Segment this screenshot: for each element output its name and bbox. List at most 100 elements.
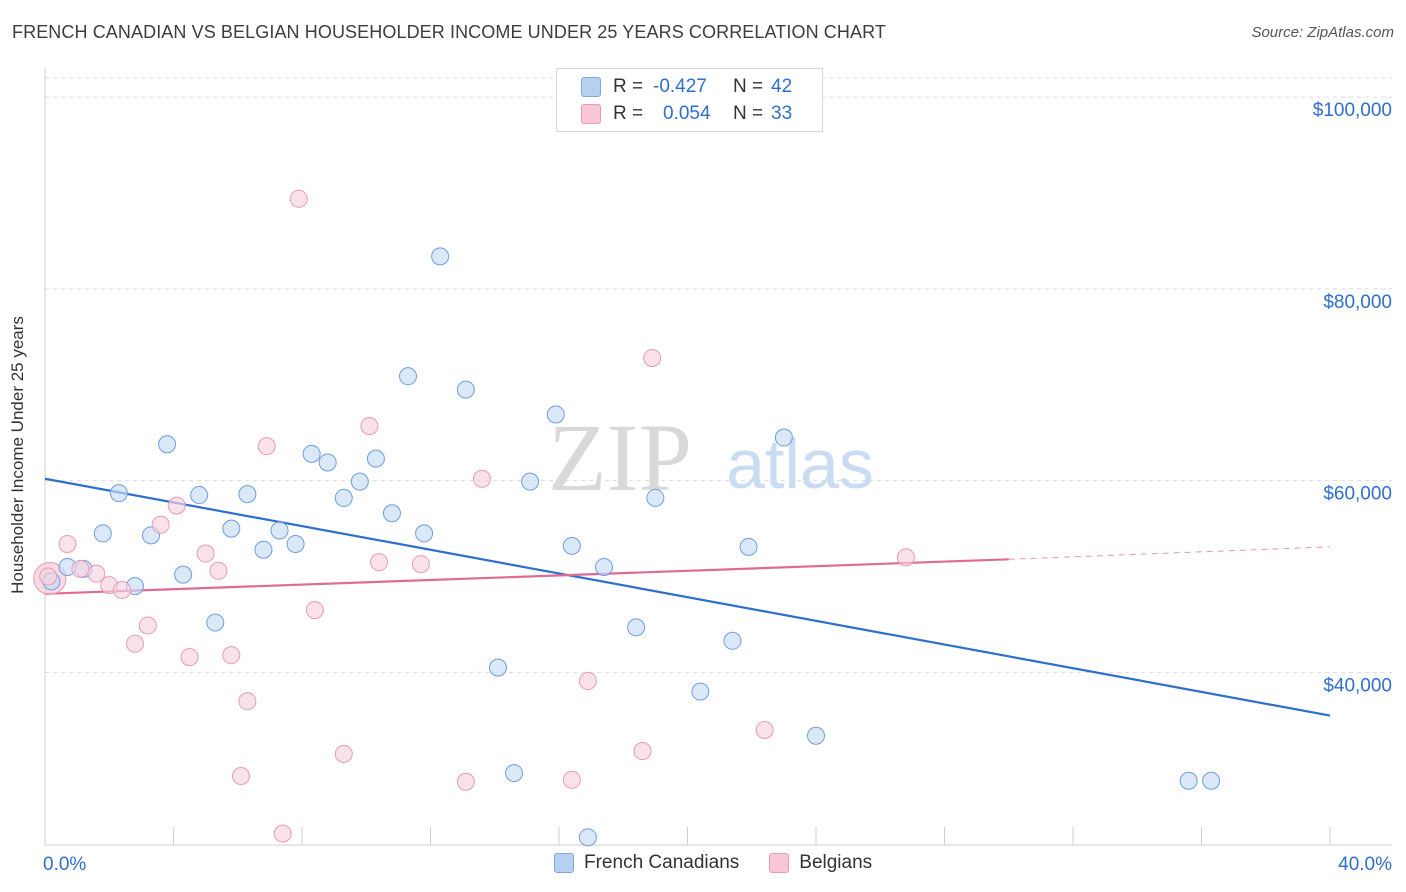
point-french-canadians: [807, 726, 825, 745]
point-belgians: [138, 616, 157, 635]
watermark-atlas: atlas: [726, 425, 874, 503]
point-french-canadians: [562, 536, 581, 555]
point-belgians: [562, 770, 581, 789]
point-french-canadians: [109, 484, 128, 503]
point-belgians: [238, 692, 257, 711]
point-french-canadians: [1179, 771, 1198, 790]
point-french-canadians: [382, 504, 401, 523]
n-label: N =: [733, 103, 764, 124]
point-french-canadians: [366, 449, 385, 468]
point-belgians: [231, 766, 250, 785]
legend-item-french-canadians[interactable]: French Canadians: [554, 852, 739, 874]
point-french-canadians: [594, 557, 613, 576]
point-french-canadians: [318, 453, 337, 472]
point-belgians: [334, 744, 353, 763]
point-french-canadians: [739, 537, 758, 556]
point-french-canadians: [431, 247, 450, 266]
point-french-canadians: [456, 380, 475, 399]
point-belgians: [360, 417, 379, 436]
point-french-canadians: [270, 521, 289, 540]
point-french-canadians: [334, 488, 353, 507]
x-tick-label: 40.0%: [1338, 854, 1392, 875]
data-points: [33, 189, 1221, 847]
trend-lines: [44, 477, 1331, 717]
point-belgians: [257, 437, 276, 456]
series-legend: French Canadians Belgians: [554, 852, 902, 874]
y-tick-label: $80,000: [1323, 292, 1392, 313]
point-french-canadians: [190, 486, 209, 505]
trend-line-belgians-extension: [1008, 546, 1331, 560]
point-french-canadians: [415, 524, 434, 543]
point-french-canadians: [723, 631, 742, 650]
blue-swatch-icon: [581, 77, 601, 97]
point-french-canadians: [93, 524, 112, 543]
point-belgians: [167, 496, 186, 515]
tick-labels: $40,000 $60,000 $80,000 $100,000 0.0% 40.0%: [43, 100, 1392, 875]
legend-label-belgians: Belgians: [799, 852, 873, 873]
point-french-canadians: [521, 472, 540, 491]
r-label: R =: [613, 76, 644, 97]
point-french-canadians: [488, 658, 507, 677]
n-value: 42: [771, 76, 793, 97]
n-value: 33: [771, 103, 793, 124]
point-belgians: [578, 672, 597, 691]
y-tick-label: $60,000: [1323, 484, 1392, 505]
trend-line-belgians: [44, 558, 1009, 595]
point-french-canadians: [578, 828, 597, 847]
y-axis-label: Householder Income Under 25 years: [8, 316, 27, 594]
legend-row-french-canadians: R = -0.427 N = 42: [581, 75, 792, 99]
point-french-canadians: [646, 488, 665, 507]
pink-swatch-icon: [769, 853, 790, 873]
chart-title: FRENCH CANADIAN VS BELGIAN HOUSEHOLDER I…: [12, 22, 886, 42]
point-belgians: [305, 601, 324, 620]
point-belgians: [180, 648, 199, 667]
point-belgians: [58, 534, 77, 553]
point-belgians: [896, 548, 915, 567]
point-belgians: [151, 515, 170, 534]
r-label: R =: [613, 103, 644, 124]
r-value: -0.427: [653, 76, 707, 97]
point-belgians: [209, 561, 228, 580]
point-belgians: [125, 634, 144, 653]
point-french-canadians: [286, 534, 305, 553]
x-tick-label: 0.0%: [43, 854, 86, 875]
y-tick-label: $40,000: [1323, 675, 1392, 696]
point-french-canadians: [399, 367, 418, 386]
watermark: ZIP atlas: [548, 404, 874, 511]
point-french-canadians: [546, 405, 565, 424]
point-belgians: [643, 348, 662, 367]
trend-line-french-canadians: [44, 477, 1331, 717]
point-belgians: [370, 553, 389, 572]
point-belgians: [196, 544, 215, 563]
point-french-canadians: [1202, 771, 1221, 790]
point-french-canadians: [627, 618, 646, 637]
point-french-canadians: [254, 540, 273, 559]
point-belgians: [39, 567, 58, 586]
axes: [44, 68, 1392, 846]
point-french-canadians: [691, 682, 710, 701]
point-belgians: [273, 824, 292, 843]
point-french-canadians: [350, 472, 369, 491]
point-french-canadians: [206, 613, 225, 632]
source-label: Source: ZipAtlas.com: [1251, 24, 1394, 41]
grid-lines: [45, 77, 1392, 673]
point-belgians: [755, 720, 774, 739]
point-french-canadians: [774, 428, 793, 447]
point-french-canadians: [174, 565, 193, 584]
point-belgians: [456, 772, 475, 791]
point-belgians: [472, 469, 491, 488]
legend-row-belgians: R = 0.054 N = 33: [581, 102, 792, 126]
blue-swatch-icon: [554, 853, 574, 873]
y-tick-label: $100,000: [1313, 100, 1392, 121]
point-belgians: [113, 580, 132, 599]
point-belgians: [289, 189, 308, 208]
n-label: N =: [733, 76, 764, 97]
legend-item-belgians[interactable]: Belgians: [769, 852, 872, 874]
point-belgians: [71, 559, 90, 578]
pink-swatch-icon: [581, 104, 601, 124]
point-belgians: [87, 564, 106, 583]
point-french-canadians: [302, 444, 321, 463]
correlation-legend: R = -0.427 N = 42 R = 0.054 N = 33: [556, 68, 823, 132]
point-belgians: [411, 555, 430, 574]
